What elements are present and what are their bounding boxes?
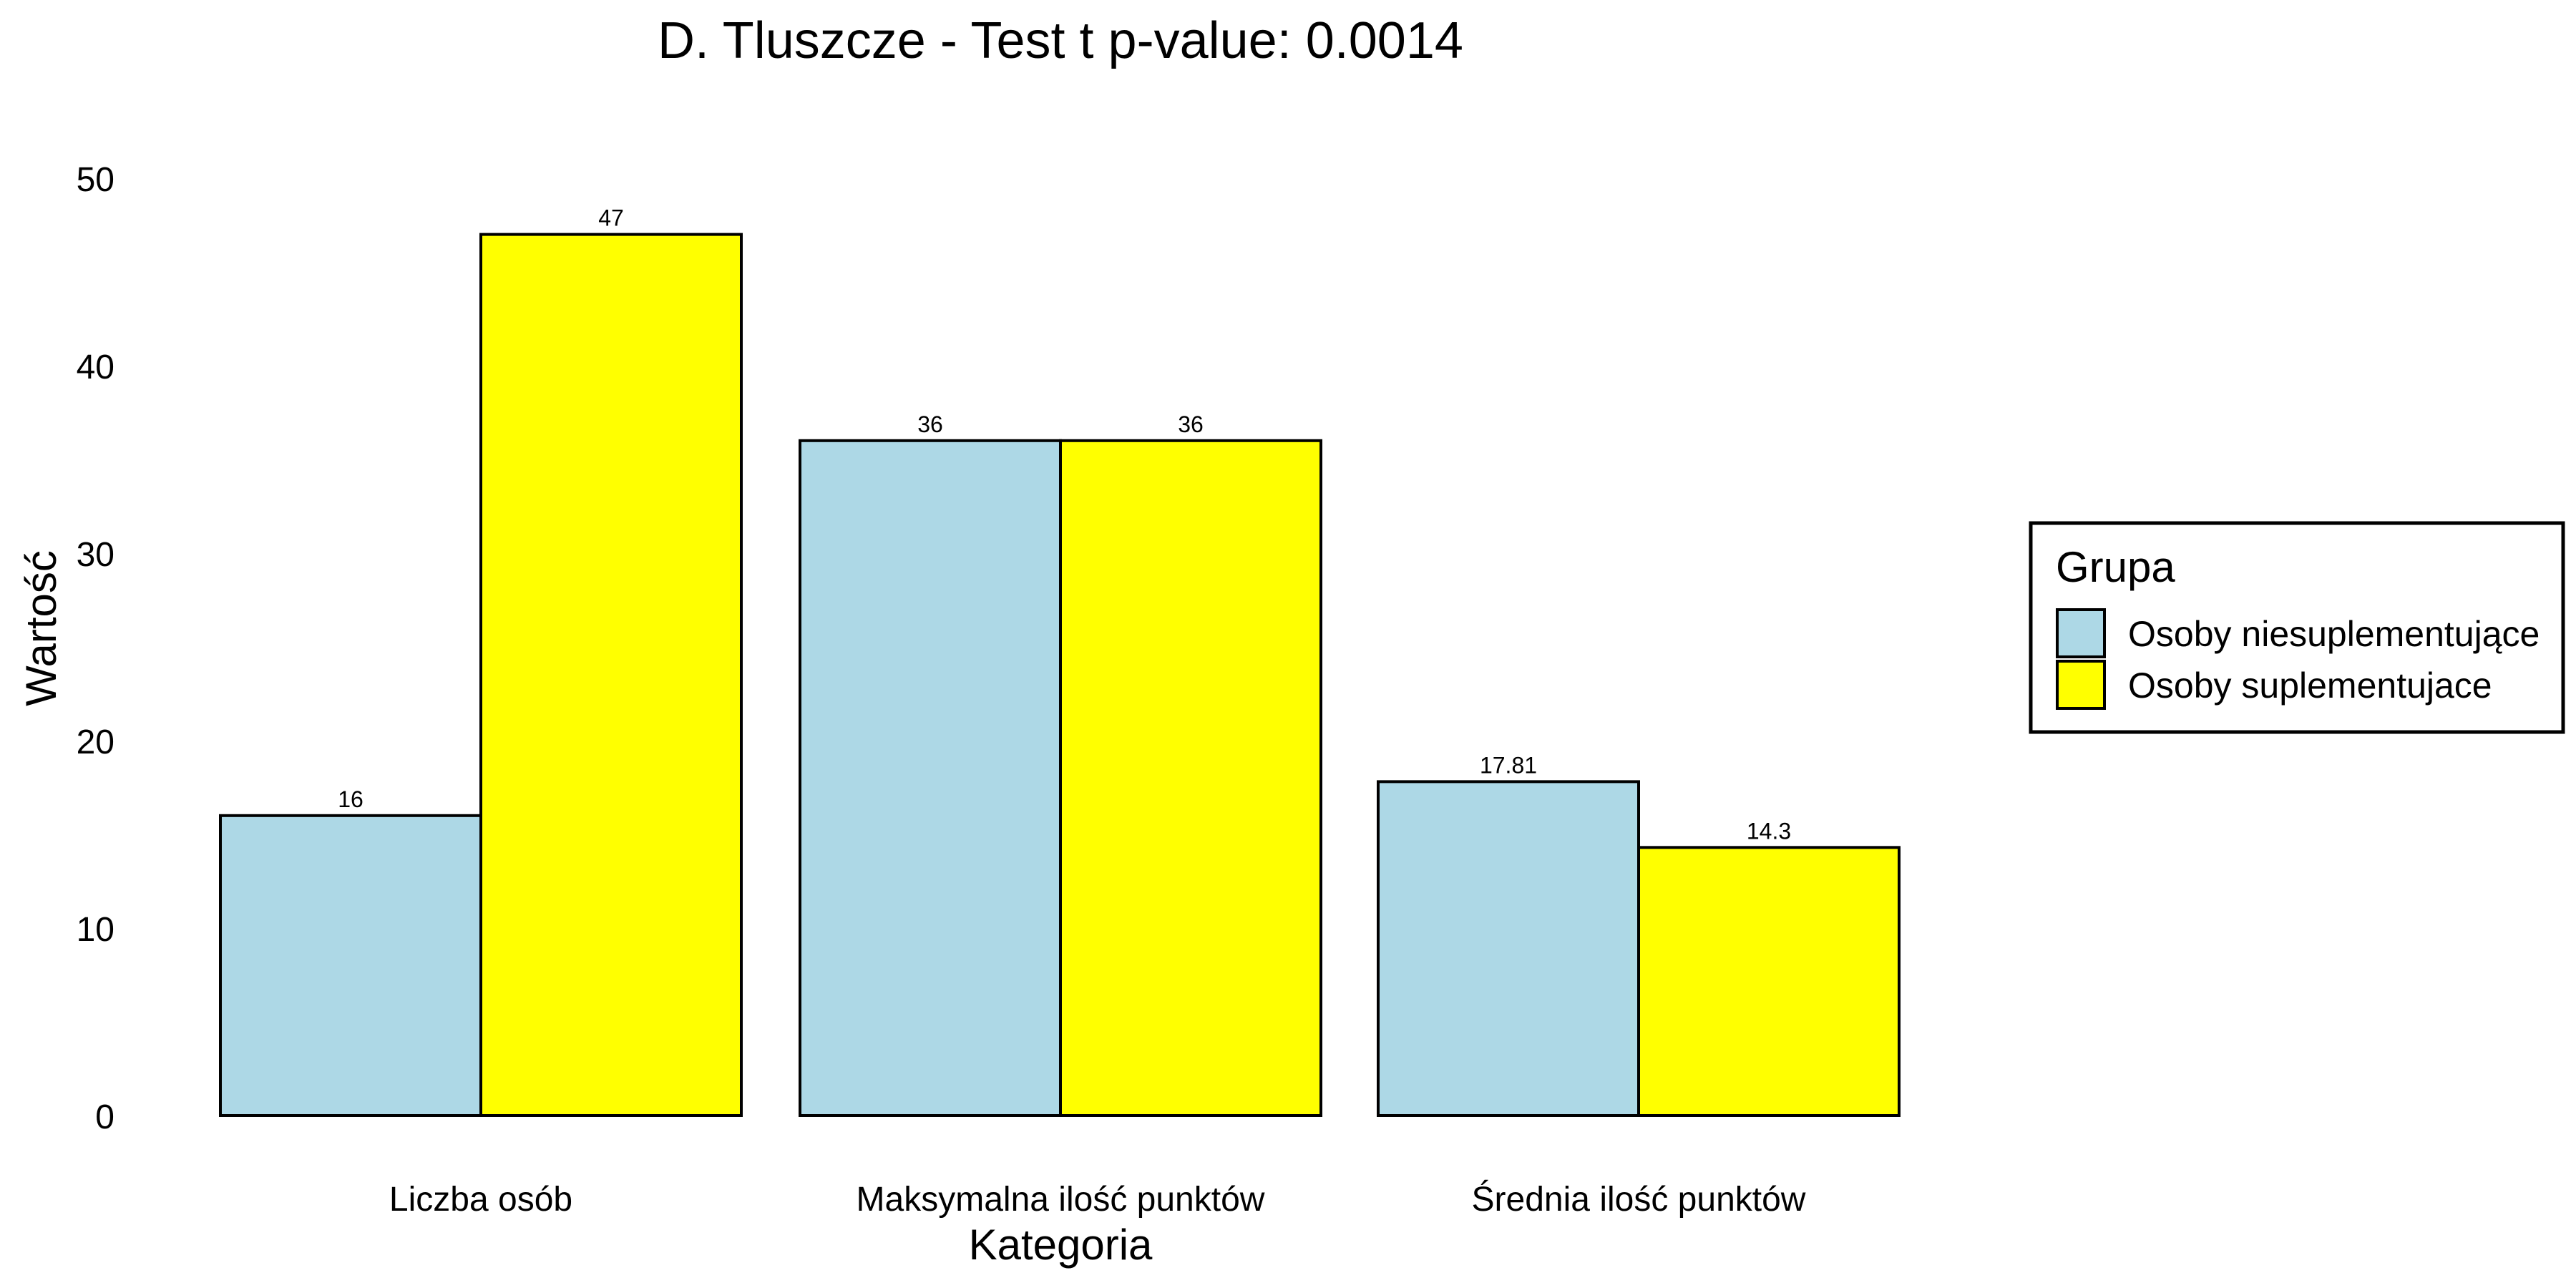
bar-value-label: 36 (1178, 411, 1204, 437)
legend-box (2029, 521, 2565, 734)
bar (219, 814, 482, 1118)
bar (1637, 846, 1901, 1117)
legend-title: Grupa (2056, 543, 2175, 591)
legend-key-suplementujace (2056, 660, 2106, 710)
x-tick-label: Maksymalna ilość punktów (857, 1181, 1265, 1219)
bar-value-label: 36 (917, 411, 943, 437)
plot-area: 0 10 20 30 40 50 16 36 17.81 47 36 14.3 Liczba osób M… (77, 161, 1901, 1219)
x-tick-label: Liczba osób (389, 1181, 572, 1219)
x-axis-title: Kategoria (969, 1221, 1153, 1269)
y-tick-label: 30 (77, 536, 114, 574)
bar-value-label: 16 (338, 786, 364, 812)
bar-value-label: 17.81 (1480, 752, 1537, 778)
bar (799, 439, 1062, 1117)
legend-key-niesuplementujace (2056, 608, 2106, 658)
y-tick-label: 50 (77, 161, 114, 199)
bar (1377, 780, 1640, 1118)
y-tick-label: 40 (77, 348, 114, 386)
bar-value-label: 14.3 (1747, 818, 1791, 844)
y-tick-label: 20 (77, 723, 114, 761)
bar (479, 233, 743, 1118)
legend: Grupa Osoby niesuplementujące Osoby supl… (2029, 521, 2565, 734)
bar-value-label: 47 (598, 205, 624, 231)
chart-title: D. Tluszcze - Test t p-value: 0.0014 (658, 12, 1463, 69)
legend-label-suplementujace: Osoby suplementujace (2128, 665, 2492, 706)
x-tick-label: Średnia ilość punktów (1472, 1179, 1806, 1219)
y-axis-title: Wartość (17, 550, 65, 706)
y-tick-label: 0 (95, 1098, 114, 1136)
y-tick-label: 10 (77, 911, 114, 949)
legend-label-niesuplementujace: Osoby niesuplementujące (2128, 614, 2540, 654)
bar (1059, 439, 1322, 1117)
